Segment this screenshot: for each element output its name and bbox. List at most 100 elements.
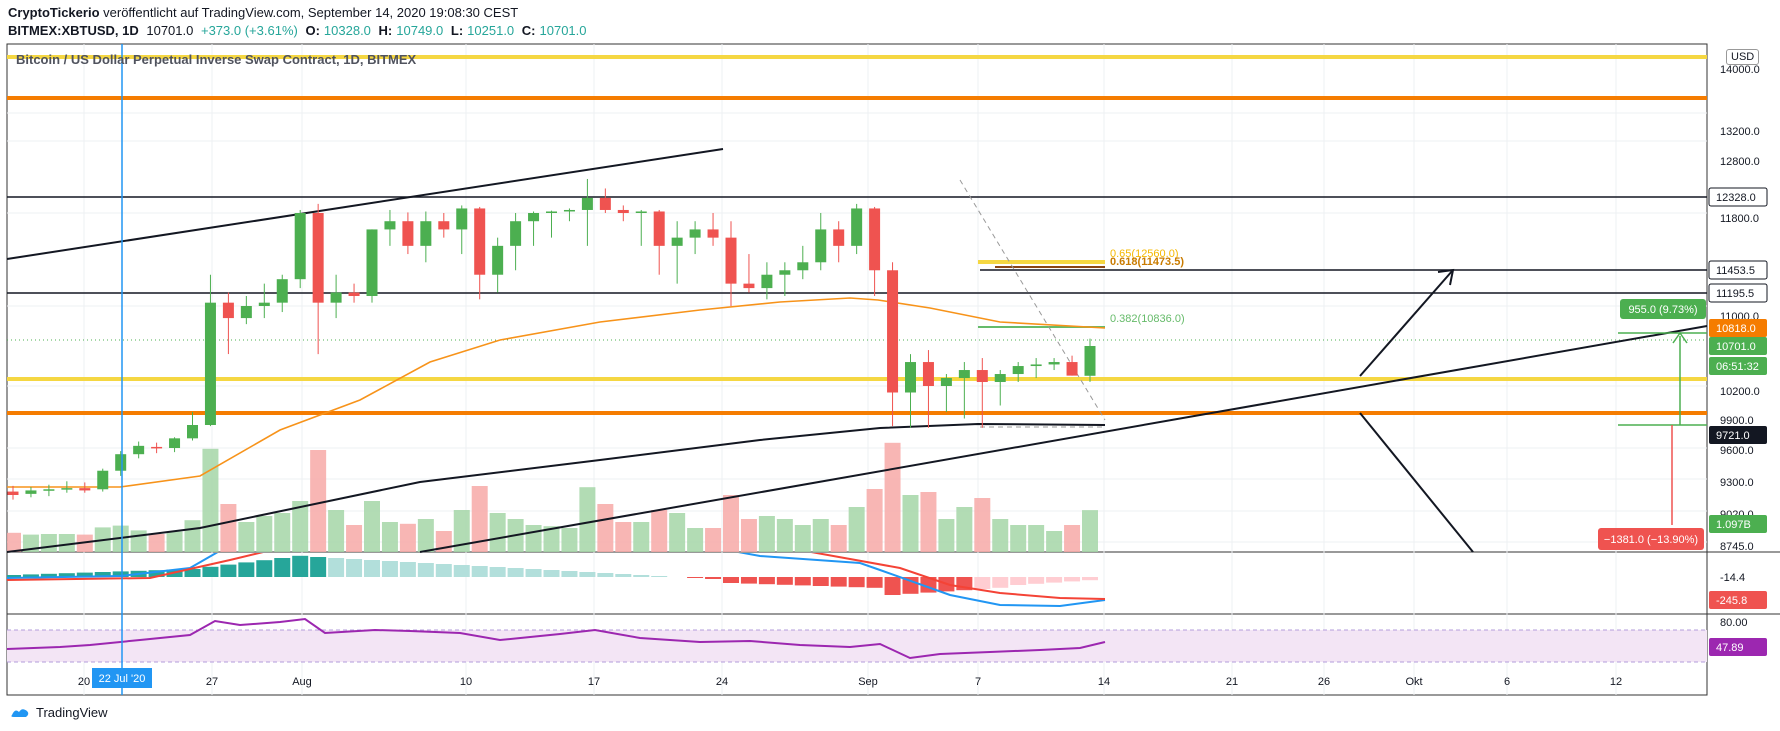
date-marker-box xyxy=(92,668,152,688)
macd-hist-bar xyxy=(399,562,416,577)
trend-lines[interactable] xyxy=(6,148,1708,553)
volume-bar xyxy=(866,489,883,552)
time-axis-label: 26 xyxy=(1318,676,1330,688)
volume-bar xyxy=(812,519,829,552)
volume-bar xyxy=(848,507,865,552)
macd-hist-bar xyxy=(687,577,704,578)
price-badge-box xyxy=(1709,426,1767,444)
candle-body xyxy=(25,490,37,494)
candle-body xyxy=(617,209,629,213)
volume-bar xyxy=(615,522,632,552)
measure-tool[interactable]: 955.0 (9.73%) −1381.0 (−13.90%) xyxy=(1598,299,1707,550)
candle-body xyxy=(1030,364,1042,367)
volume-bar xyxy=(202,448,219,552)
candle-body xyxy=(528,213,540,222)
candle-body xyxy=(779,270,791,275)
volume-bar xyxy=(1082,510,1098,552)
bearish-arrow-line xyxy=(1359,412,1474,553)
volume-bar xyxy=(561,528,578,552)
price-badge-box xyxy=(1709,337,1767,355)
price-axis-label: 9300.0 xyxy=(1720,477,1754,489)
macd-hist-bar xyxy=(1028,577,1045,584)
macd-hist-bar xyxy=(740,577,757,584)
footer[interactable]: TradingView xyxy=(10,705,108,720)
candle-body xyxy=(492,245,504,275)
open-value: 10328.0 xyxy=(323,23,371,38)
author-name[interactable]: CryptoTickerio xyxy=(8,5,100,20)
candle-body xyxy=(456,208,468,230)
candle-body xyxy=(258,302,270,306)
last-price: 10701.0 xyxy=(146,23,194,38)
time-axis-label: 24 xyxy=(716,676,728,688)
macd-hist-bar xyxy=(615,574,632,577)
macd-hist-bar xyxy=(76,572,93,577)
macd-hist-bar xyxy=(489,567,506,577)
fibonacci-levels[interactable]: 0.65(12560.0) 0.618(11473.5) 0.382(10836… xyxy=(959,179,1185,428)
chart-title: Bitcoin / US Dollar Perpetual Inverse Sw… xyxy=(16,52,417,67)
time-axis-label: 7 xyxy=(975,676,981,688)
macd-hist-bar xyxy=(202,566,219,577)
volume-bar xyxy=(740,519,757,552)
time-axis-label: 20 xyxy=(78,676,90,688)
candle-body xyxy=(922,362,934,386)
volume-bar xyxy=(758,516,775,552)
candle-body xyxy=(240,306,252,319)
price-axis-label: 9600.0 xyxy=(1720,445,1754,457)
volume-bar xyxy=(274,513,291,552)
volume-bars xyxy=(7,442,1098,552)
price-badge-text: 9721.0 xyxy=(1716,430,1750,442)
volume-bar xyxy=(399,523,416,552)
time-axis-label: Okt xyxy=(1405,676,1422,688)
macd-hist-bar xyxy=(651,576,668,577)
macd-hist-bar xyxy=(507,568,524,577)
rsi-line xyxy=(7,617,1106,660)
volume-bar xyxy=(830,525,847,552)
macd-hist-bar xyxy=(94,572,111,577)
volume-bar xyxy=(7,532,21,552)
ema-line xyxy=(7,297,1106,488)
volume-bar xyxy=(669,513,686,552)
volume-bar xyxy=(310,450,327,552)
price-axis[interactable]: 14000.013200.012800.011800.011000.010200… xyxy=(1720,64,1760,629)
candle-body xyxy=(851,208,863,246)
candle-body xyxy=(815,229,827,263)
volume-bar xyxy=(884,442,901,552)
candle-body xyxy=(438,221,450,230)
measure-up-label: 955.0 (9.73%) xyxy=(1628,304,1697,316)
time-axis-label: Sep xyxy=(858,676,878,688)
candle-body xyxy=(743,283,755,289)
candle-body xyxy=(61,488,73,490)
volume-bar xyxy=(346,525,363,552)
fib-0382-label: 0.382(10836.0) xyxy=(1110,313,1185,325)
symbol-label[interactable]: BITMEX:XBTUSD, 1D xyxy=(8,23,139,38)
time-axis-label: 10 xyxy=(460,676,472,688)
candle-body xyxy=(940,378,952,386)
volume-bar xyxy=(453,510,470,552)
candle-body xyxy=(294,213,306,280)
price-badge-text: 47.89 xyxy=(1716,642,1744,654)
candle-body xyxy=(797,262,809,271)
close-value: 10701.0 xyxy=(539,23,587,38)
macd-hist-bar xyxy=(848,577,865,588)
time-axis[interactable]: 20 27 Aug 10 17 24 Sep 7 14 21 26 Okt 6 12 22 Jul '20 xyxy=(78,668,1622,688)
measure-up-box xyxy=(1620,299,1706,319)
volume-bar xyxy=(1010,525,1027,552)
footer-brand: TradingView xyxy=(36,705,108,720)
macd-hist-bar xyxy=(866,577,883,588)
macd-hist-bar xyxy=(597,573,614,577)
candle-body xyxy=(97,470,109,490)
price-badge-box xyxy=(1709,591,1767,609)
macd-hist-bar xyxy=(381,561,398,577)
currency-badge[interactable]: USD xyxy=(1726,49,1760,65)
bullish-arrow-head xyxy=(1437,268,1455,286)
candle-body xyxy=(1084,346,1096,376)
fib-065-label: 0.65(12560.0) xyxy=(1110,248,1179,260)
candle-body xyxy=(1012,366,1024,375)
volume-bar xyxy=(956,507,973,552)
candle-body xyxy=(79,488,91,491)
volume-bar xyxy=(579,487,596,552)
volume-bar xyxy=(633,522,650,552)
macd-hist-bar xyxy=(579,572,596,577)
price-badge-box xyxy=(1709,515,1767,533)
